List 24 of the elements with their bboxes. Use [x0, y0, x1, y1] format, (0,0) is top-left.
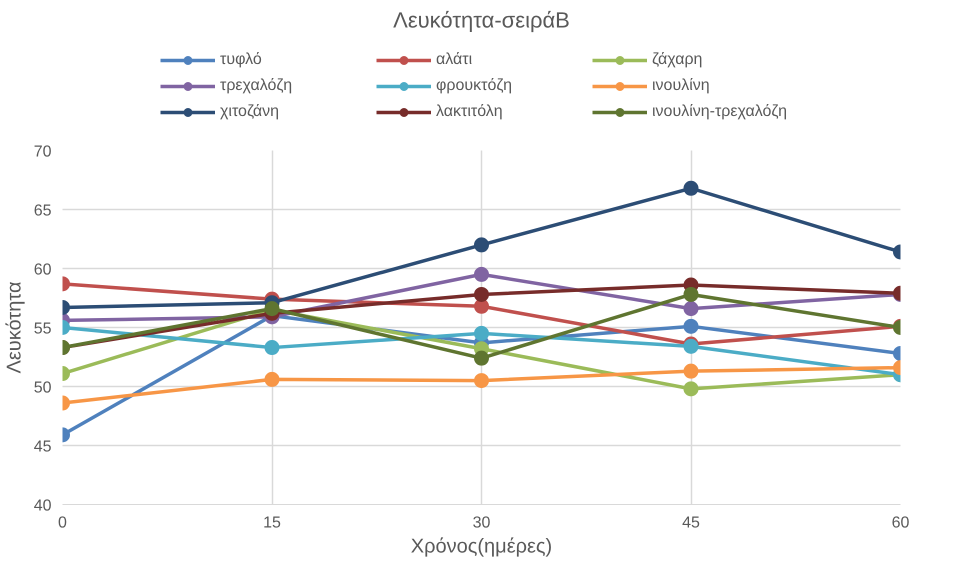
y-tick-label: 40: [34, 498, 52, 514]
y-tick-label: 50: [34, 380, 52, 396]
y-tick-label: 60: [34, 262, 52, 278]
legend-label: τυφλό: [220, 51, 263, 69]
y-axis-title: Λευκότητα: [4, 281, 26, 374]
legend-label: λακτιτόλη: [436, 103, 504, 121]
y-tick-label: 65: [34, 202, 52, 220]
legend-label: ινουλίνη-τρεχαλόζη: [652, 103, 788, 121]
x-tick-label: 45: [682, 514, 700, 532]
x-tick-label: 0: [58, 514, 68, 532]
legend-label: ινουλίνη: [652, 77, 711, 95]
x-axis-title: Χρόνος(ημέρες): [410, 536, 552, 558]
y-tick-label: 70: [34, 144, 52, 160]
x-tick-label: 15: [263, 514, 281, 532]
legend-label: ζάχαρη: [652, 51, 704, 69]
x-tick-label: 60: [892, 514, 910, 532]
y-tick-label: 55: [34, 320, 52, 338]
legend-label: τρεχαλόζη: [220, 77, 294, 95]
x-tick-label: 30: [472, 514, 490, 532]
legend-label: αλάτι: [436, 51, 474, 69]
chart-title: Λευκότητα-σειράΒ: [393, 8, 570, 32]
y-tick-label: 45: [34, 438, 52, 456]
legend-label: χιτοζάνη: [220, 103, 280, 121]
legend-label: φρουκτόζη: [436, 77, 514, 95]
